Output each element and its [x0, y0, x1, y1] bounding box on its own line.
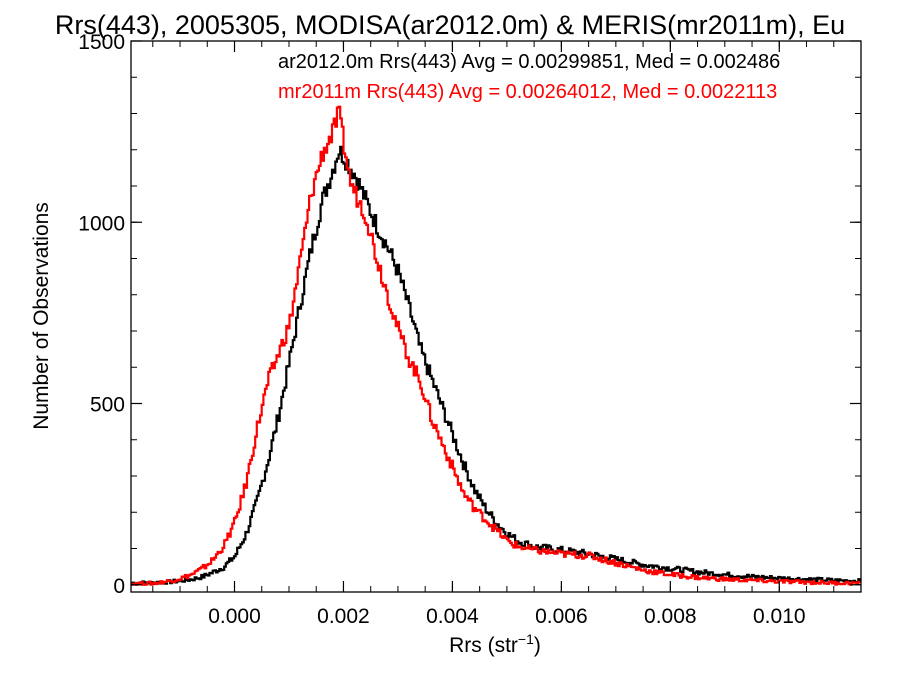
x-tick-labels: 0.000 0.002 0.004 0.006 0.008 0.010 [208, 605, 805, 628]
histogram-series-red [131, 105, 861, 586]
x-tick-label: 0.008 [644, 605, 697, 628]
plot-frame [130, 40, 862, 593]
ticks-layer [131, 40, 861, 592]
y-tick-labels: 0 500 1000 1500 [78, 31, 125, 598]
x-tick-label: 0.006 [535, 605, 588, 628]
chart-title: Rrs(443), 2005305, MODISA(ar2012.0m) & M… [55, 10, 845, 40]
stats-annotation-meris: mr2011m Rrs(443) Avg = 0.00264012, Med =… [278, 81, 777, 103]
y-tick-label: 500 [90, 394, 125, 417]
y-tick-label: 0 [113, 575, 125, 598]
stats-annotation-modis: ar2012.0m Rrs(443) Avg = 0.00299851, Med… [278, 51, 780, 73]
x-axis-label: Rrs (str−1) [449, 631, 541, 657]
x-tick-label: 0.010 [753, 605, 806, 628]
histogram-series-black [131, 145, 861, 586]
x-tick-label: 0.002 [317, 605, 370, 628]
x-tick-label: 0.004 [426, 605, 479, 628]
x-tick-label: 0.000 [208, 605, 261, 628]
y-tick-label: 1500 [78, 31, 125, 54]
series-layer [131, 105, 861, 586]
y-tick-label: 1000 [78, 212, 125, 235]
y-axis-label: Number of Observations [30, 202, 53, 430]
